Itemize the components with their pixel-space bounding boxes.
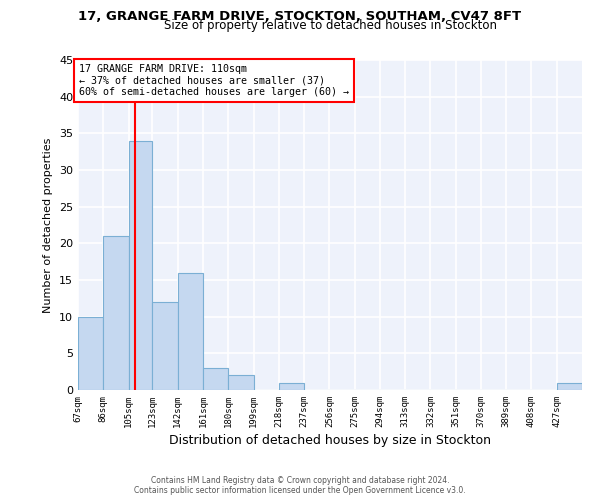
Text: Contains HM Land Registry data © Crown copyright and database right 2024.
Contai: Contains HM Land Registry data © Crown c… (134, 476, 466, 495)
Bar (228, 376, 254, 390)
Bar (152, 302, 178, 390)
Bar (103, 236, 128, 390)
Bar (78, 316, 103, 390)
Title: Size of property relative to detached houses in Stockton: Size of property relative to detached ho… (163, 20, 497, 32)
Text: 17 GRANGE FARM DRIVE: 110sqm
← 37% of detached houses are smaller (37)
60% of se: 17 GRANGE FARM DRIVE: 110sqm ← 37% of de… (79, 64, 349, 97)
Bar (178, 272, 203, 390)
Bar (279, 382, 304, 390)
Bar (557, 382, 582, 390)
Bar (203, 368, 228, 390)
Text: 17, GRANGE FARM DRIVE, STOCKTON, SOUTHAM, CV47 8FT: 17, GRANGE FARM DRIVE, STOCKTON, SOUTHAM… (79, 10, 521, 23)
X-axis label: Distribution of detached houses by size in Stockton: Distribution of detached houses by size … (169, 434, 491, 447)
Bar (128, 140, 152, 390)
Y-axis label: Number of detached properties: Number of detached properties (43, 138, 53, 312)
